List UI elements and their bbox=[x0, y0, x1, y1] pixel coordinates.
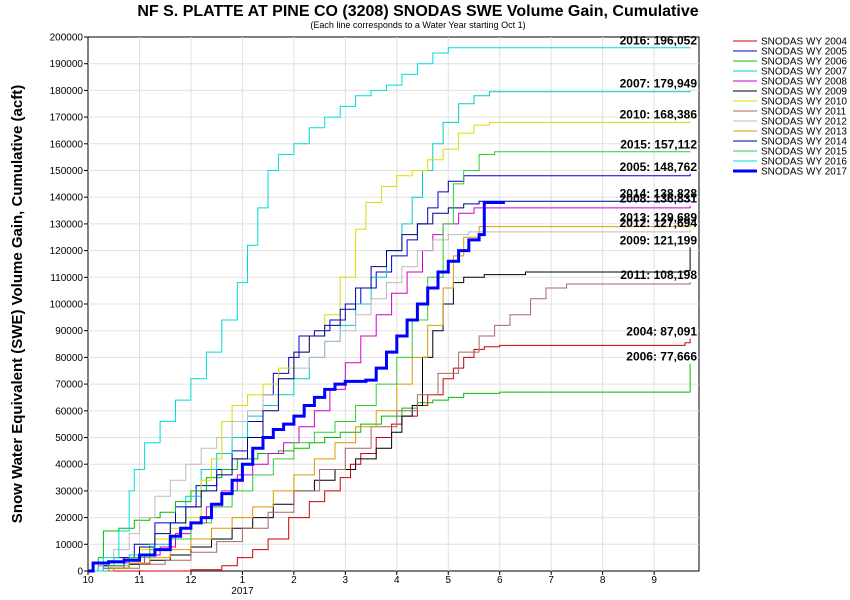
series-line bbox=[88, 200, 691, 572]
y-tick-label: 0 bbox=[77, 567, 83, 578]
series-end-label: 2010: 168,386 bbox=[620, 107, 698, 121]
legend-entry: SNODAS WY 2008 bbox=[761, 77, 847, 88]
series-line bbox=[88, 47, 691, 572]
y-tick-label: 140000 bbox=[50, 193, 84, 204]
y-tick-label: 130000 bbox=[50, 219, 84, 230]
x-tick-label: 7 bbox=[548, 575, 554, 586]
grid bbox=[88, 37, 699, 571]
y-tick-label: 70000 bbox=[55, 380, 83, 391]
series-line bbox=[88, 247, 691, 572]
y-axis-label: Snow Water Equivalent (SWE) Volume Gain,… bbox=[9, 85, 26, 523]
series-end-label: 2006: 77,666 bbox=[626, 350, 697, 364]
series-line bbox=[88, 224, 691, 572]
legend-entry: SNODAS WY 2016 bbox=[761, 157, 847, 168]
series-end-label: 2005: 148,762 bbox=[620, 160, 698, 174]
y-tick-label: 200000 bbox=[50, 33, 84, 44]
end-labels: 2004: 87,091 2005: 148,762 2006: 77,666 200… bbox=[620, 34, 698, 364]
x-tick-label: 5 bbox=[445, 575, 451, 586]
y-tick-label: 90000 bbox=[55, 326, 83, 337]
axis-ticks: 0 10000 20000 30000 40000 50000 60000 70000 8000… bbox=[50, 33, 658, 598]
series-end-label: 2015: 157,112 bbox=[620, 138, 697, 152]
series-end-label: 2014: 138,828 bbox=[620, 186, 698, 200]
x-tick-label: 10 bbox=[82, 575, 94, 586]
y-tick-label: 180000 bbox=[50, 86, 84, 97]
legend-entry: SNODAS WY 2004 bbox=[761, 37, 847, 48]
series-line bbox=[88, 173, 691, 572]
x-tick-label: 3 bbox=[343, 575, 349, 586]
x-tick-label: 9 bbox=[651, 575, 657, 586]
chart-title: NF S. PLATTE AT PINE CO (3208) SNODAS SW… bbox=[137, 3, 698, 20]
x-tick-label: 11 bbox=[134, 575, 145, 586]
y-tick-label: 110000 bbox=[50, 273, 83, 284]
x-tick-label: 6 bbox=[497, 575, 503, 586]
legend-entry: SNODAS WY 2014 bbox=[761, 137, 847, 148]
x-tick-label: 1 bbox=[240, 575, 246, 586]
x-year-label: 2017 bbox=[231, 586, 254, 597]
series-line bbox=[88, 363, 691, 572]
y-tick-label: 150000 bbox=[50, 166, 84, 177]
y-tick-label: 170000 bbox=[50, 113, 84, 124]
legend-entry: SNODAS WY 2011 bbox=[761, 107, 847, 118]
y-tick-label: 20000 bbox=[55, 513, 83, 524]
series-end-label: 2012: 127,694 bbox=[620, 216, 698, 230]
chart-subtitle: (Each line corresponds to a Water Year s… bbox=[310, 20, 525, 30]
y-tick-label: 40000 bbox=[55, 460, 83, 471]
legend-entry: SNODAS WY 2013 bbox=[761, 127, 847, 138]
y-tick-label: 30000 bbox=[55, 486, 83, 497]
legend-entry: SNODAS WY 2007 bbox=[761, 67, 847, 78]
series-end-label: 2011: 108,198 bbox=[620, 268, 697, 282]
legend-entry: SNODAS WY 2017 bbox=[761, 167, 847, 178]
legend-entry: SNODAS WY 2010 bbox=[761, 97, 847, 108]
y-tick-label: 190000 bbox=[50, 59, 84, 70]
series-line bbox=[88, 338, 691, 572]
y-tick-label: 160000 bbox=[50, 139, 84, 150]
series-end-label: 2008: 136,831 bbox=[620, 192, 698, 206]
y-tick-label: 100000 bbox=[50, 300, 84, 311]
y-tick-label: 120000 bbox=[50, 246, 84, 257]
x-tick-label: 12 bbox=[185, 575, 197, 586]
x-tick-label: 4 bbox=[394, 575, 400, 586]
x-tick-label: 2 bbox=[291, 575, 297, 586]
legend-entry: SNODAS WY 2005 bbox=[761, 47, 847, 58]
legend-entry: SNODAS WY 2012 bbox=[761, 117, 847, 128]
series-lines bbox=[88, 47, 691, 573]
y-tick-label: 50000 bbox=[55, 433, 83, 444]
x-tick-label: 8 bbox=[600, 575, 606, 586]
series-end-label: 2016: 196,052 bbox=[620, 34, 698, 48]
series-end-label: 2007: 179,949 bbox=[620, 77, 698, 91]
series-end-label: 2009: 121,199 bbox=[620, 233, 698, 247]
y-tick-label: 60000 bbox=[55, 406, 83, 417]
legend-entry: SNODAS WY 2015 bbox=[761, 147, 847, 158]
y-tick-label: 80000 bbox=[55, 353, 83, 364]
y-tick-label: 10000 bbox=[55, 540, 83, 551]
legend-entry: SNODAS WY 2006 bbox=[761, 57, 847, 68]
legend-entry: SNODAS WY 2009 bbox=[761, 87, 847, 98]
series-end-label: 2013: 129,689 bbox=[620, 211, 698, 225]
series-line bbox=[88, 201, 505, 573]
series-end-label: 2004: 87,091 bbox=[626, 324, 697, 338]
